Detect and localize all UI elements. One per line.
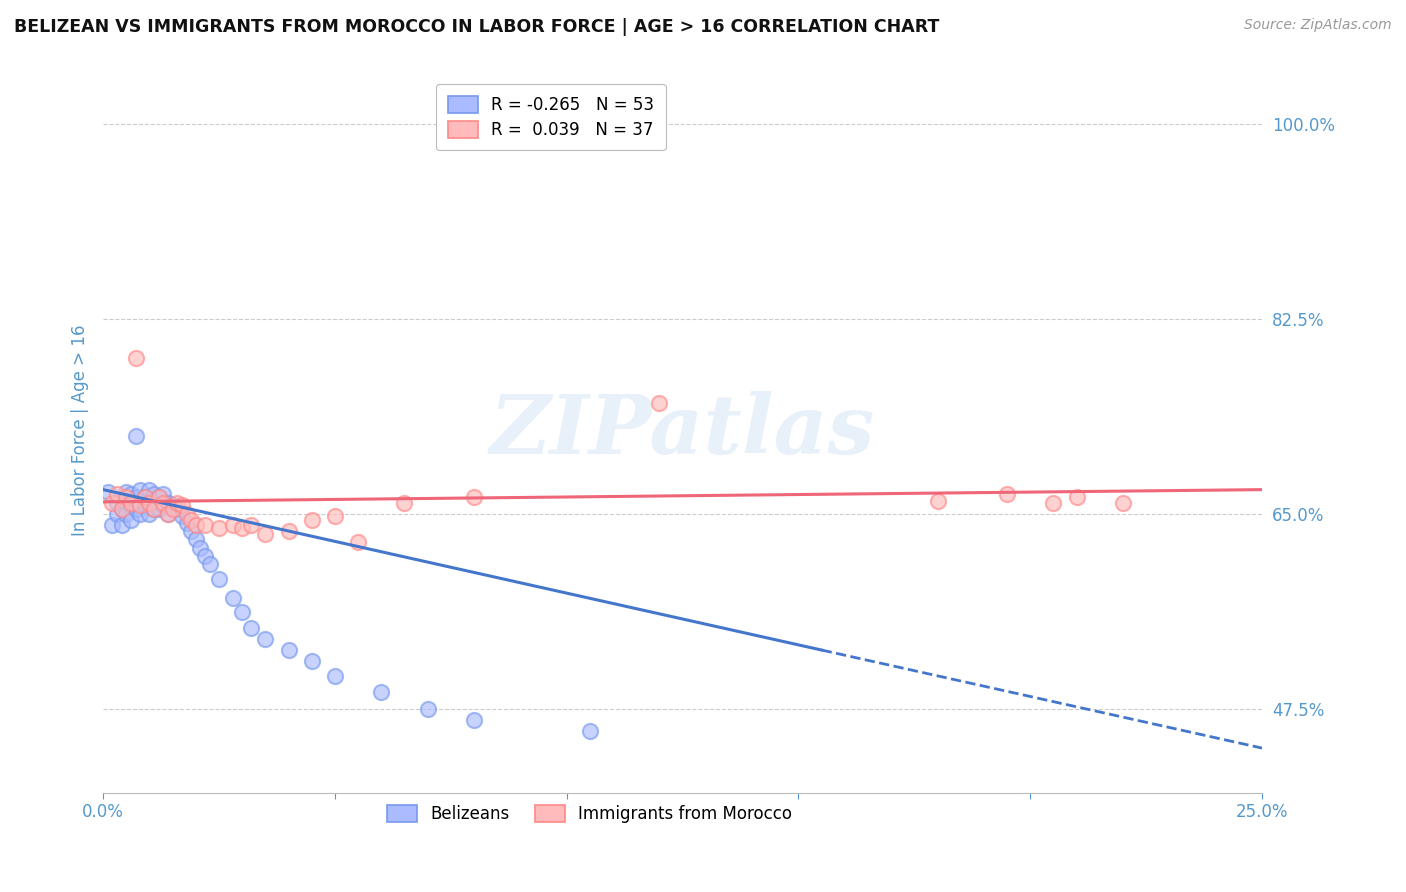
Point [231, 520, 253, 534]
Point [254, 527, 277, 541]
Point [194, 549, 217, 564]
Point [176, 516, 198, 530]
Point [463, 713, 485, 727]
Point [240, 621, 263, 635]
Text: ZIPatlas: ZIPatlas [489, 391, 876, 471]
Point [157, 507, 180, 521]
Point [124, 501, 146, 516]
Point [115, 491, 138, 505]
Point [180, 513, 202, 527]
Point [198, 558, 221, 572]
Point [111, 501, 134, 516]
Point [166, 501, 188, 516]
Point [277, 643, 299, 657]
Point [157, 496, 180, 510]
Point [1066, 491, 1088, 505]
Point [157, 507, 180, 521]
Point [184, 532, 207, 546]
Point [162, 498, 184, 512]
Point [1042, 496, 1064, 510]
Point [170, 509, 193, 524]
Point [129, 496, 152, 510]
Point [148, 501, 170, 516]
Point [152, 498, 174, 512]
Point [222, 518, 245, 533]
Point [190, 541, 212, 555]
Point [648, 395, 671, 409]
Point [208, 572, 231, 586]
Legend: Belizeans, Immigrants from Morocco: Belizeans, Immigrants from Morocco [375, 794, 804, 835]
Point [254, 632, 277, 646]
Text: Source: ZipAtlas.com: Source: ZipAtlas.com [1244, 18, 1392, 32]
Point [416, 702, 439, 716]
Point [995, 487, 1018, 501]
Point [134, 491, 156, 505]
Point [240, 518, 263, 533]
Point [101, 496, 124, 510]
Point [152, 496, 174, 510]
Point [143, 501, 166, 516]
Point [105, 507, 128, 521]
Point [208, 520, 231, 534]
Point [138, 507, 160, 521]
Point [143, 487, 166, 501]
Point [166, 496, 188, 510]
Point [152, 487, 174, 501]
Point [370, 685, 392, 699]
Point [463, 491, 485, 505]
Point [124, 351, 146, 366]
Point [323, 509, 346, 524]
Point [111, 501, 134, 516]
Point [129, 507, 152, 521]
Point [301, 654, 323, 668]
Point [129, 483, 152, 497]
Point [97, 484, 120, 499]
Point [111, 518, 134, 533]
Point [115, 507, 138, 521]
Point [148, 491, 170, 505]
Point [138, 496, 160, 510]
Point [148, 491, 170, 505]
Point [120, 487, 142, 501]
Point [120, 496, 142, 510]
Point [184, 518, 207, 533]
Point [231, 605, 253, 619]
Point [170, 498, 193, 512]
Point [105, 487, 128, 501]
Point [101, 518, 124, 533]
Point [579, 724, 602, 739]
Point [176, 507, 198, 521]
Point [222, 591, 245, 605]
Point [115, 484, 138, 499]
Text: BELIZEAN VS IMMIGRANTS FROM MOROCCO IN LABOR FORCE | AGE > 16 CORRELATION CHART: BELIZEAN VS IMMIGRANTS FROM MOROCCO IN L… [14, 18, 939, 36]
Point [115, 496, 138, 510]
Point [134, 498, 156, 512]
Point [394, 496, 416, 510]
Point [134, 491, 156, 505]
Point [277, 524, 299, 538]
Point [180, 524, 202, 538]
Point [162, 501, 184, 516]
Point [129, 498, 152, 512]
Point [301, 513, 323, 527]
Point [347, 535, 370, 549]
Point [120, 498, 142, 512]
Point [124, 429, 146, 443]
Point [124, 491, 146, 505]
Point [927, 493, 949, 508]
Point [138, 493, 160, 508]
Point [120, 513, 142, 527]
Y-axis label: In Labor Force | Age > 16: In Labor Force | Age > 16 [72, 325, 89, 536]
Point [105, 496, 128, 510]
Point [323, 668, 346, 682]
Point [143, 501, 166, 516]
Point [1112, 496, 1135, 510]
Point [138, 483, 160, 497]
Point [194, 518, 217, 533]
